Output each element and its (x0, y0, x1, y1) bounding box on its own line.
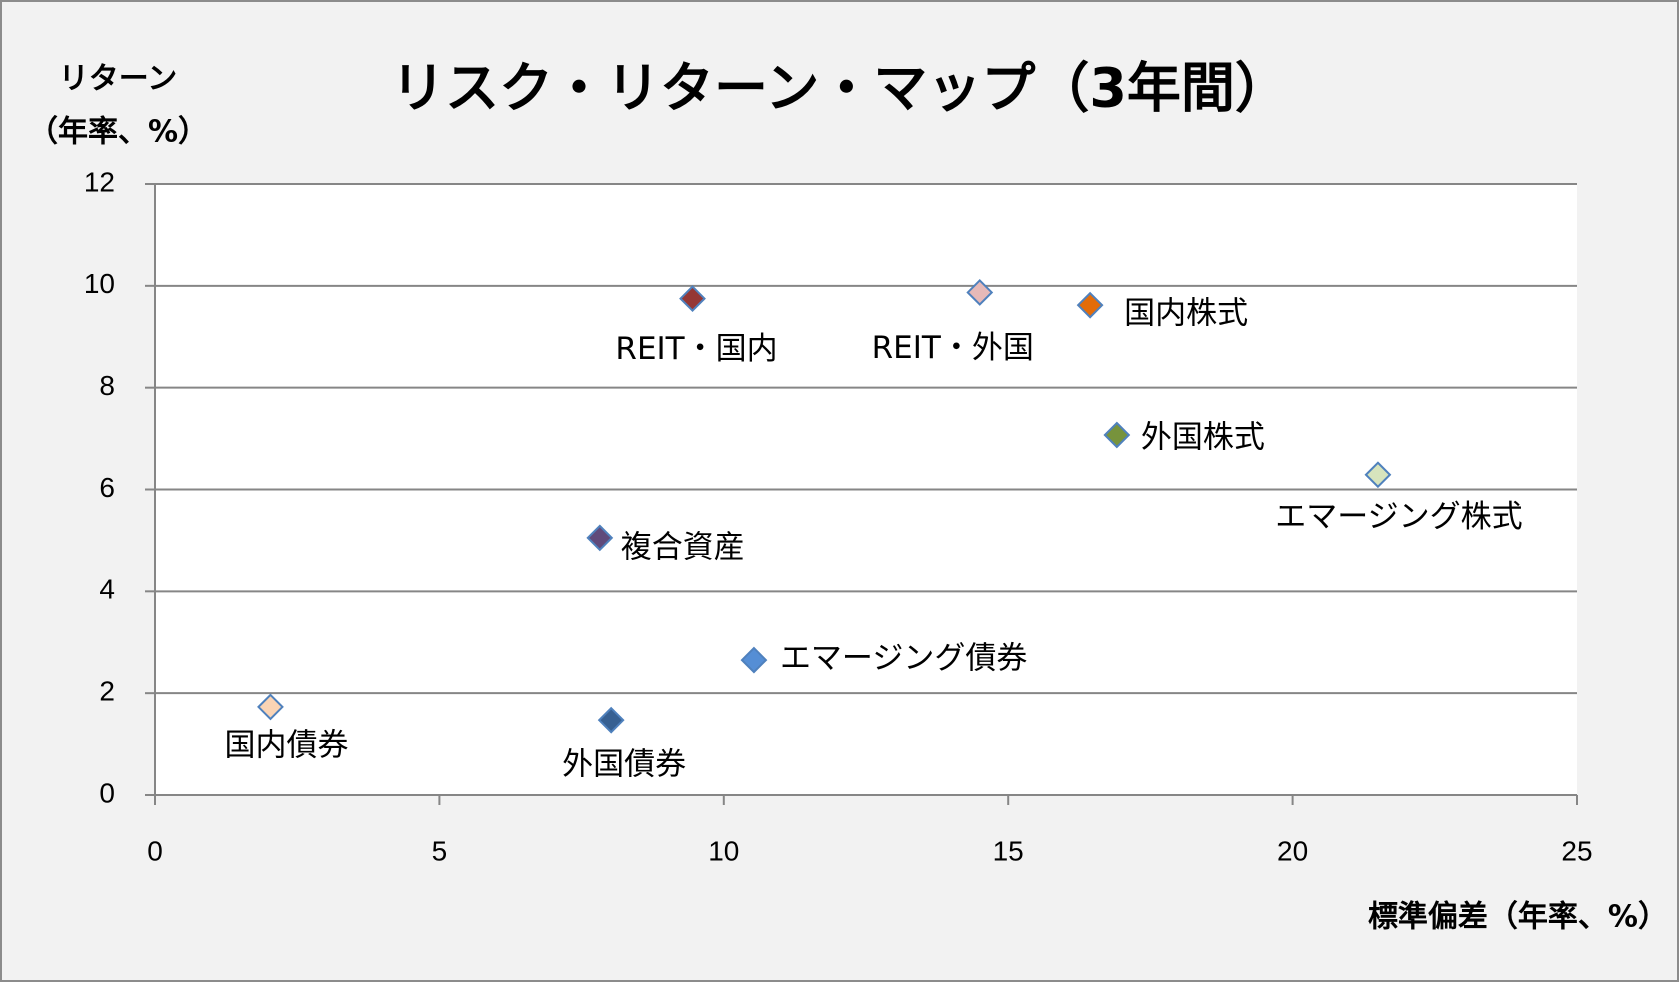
y-tick-label: 4 (99, 574, 115, 605)
point (257, 693, 284, 721)
y-tick-label: 10 (84, 268, 115, 299)
x-tick-label: 20 (1277, 835, 1308, 866)
x-tick-label: 0 (147, 835, 163, 866)
data-label: エマージング債券 (780, 641, 1027, 677)
y-axis-label: リターン (59, 62, 178, 97)
point (1364, 461, 1392, 489)
x-tick-label: 25 (1561, 835, 1592, 866)
x-tick-label: 15 (993, 835, 1024, 866)
y-tick-label: 8 (99, 370, 115, 401)
y-tick-label: 2 (99, 676, 115, 707)
point (1076, 291, 1104, 319)
point (1103, 421, 1131, 449)
point (679, 285, 706, 312)
x-tick-label: 10 (708, 835, 739, 866)
data-label: 国内債券 (224, 727, 348, 763)
data-label: 外国株式 (1141, 420, 1265, 456)
data-label: 外国債券 (562, 747, 686, 783)
data-label: 国内株式 (1124, 296, 1248, 332)
point (966, 279, 994, 306)
data-label: 複合資産 (621, 529, 745, 565)
data-label: REIT・外国 (872, 330, 1034, 366)
y-tick-label: 12 (84, 166, 115, 197)
y-axis-label: （年率、%） (28, 115, 208, 150)
data-label: REIT・国内 (615, 331, 777, 367)
data-label: エマージング株式 (1275, 499, 1522, 535)
y-tick-label: 0 (99, 777, 115, 808)
point (740, 646, 768, 674)
x-axis-label: 標準偏差（年率、%） (1368, 900, 1668, 935)
y-tick-label: 6 (99, 472, 115, 503)
point (586, 524, 614, 552)
point (597, 706, 625, 734)
x-tick-label: 5 (432, 835, 448, 866)
chart-title: リスク・リターン・マップ（3年間） (391, 57, 1289, 120)
